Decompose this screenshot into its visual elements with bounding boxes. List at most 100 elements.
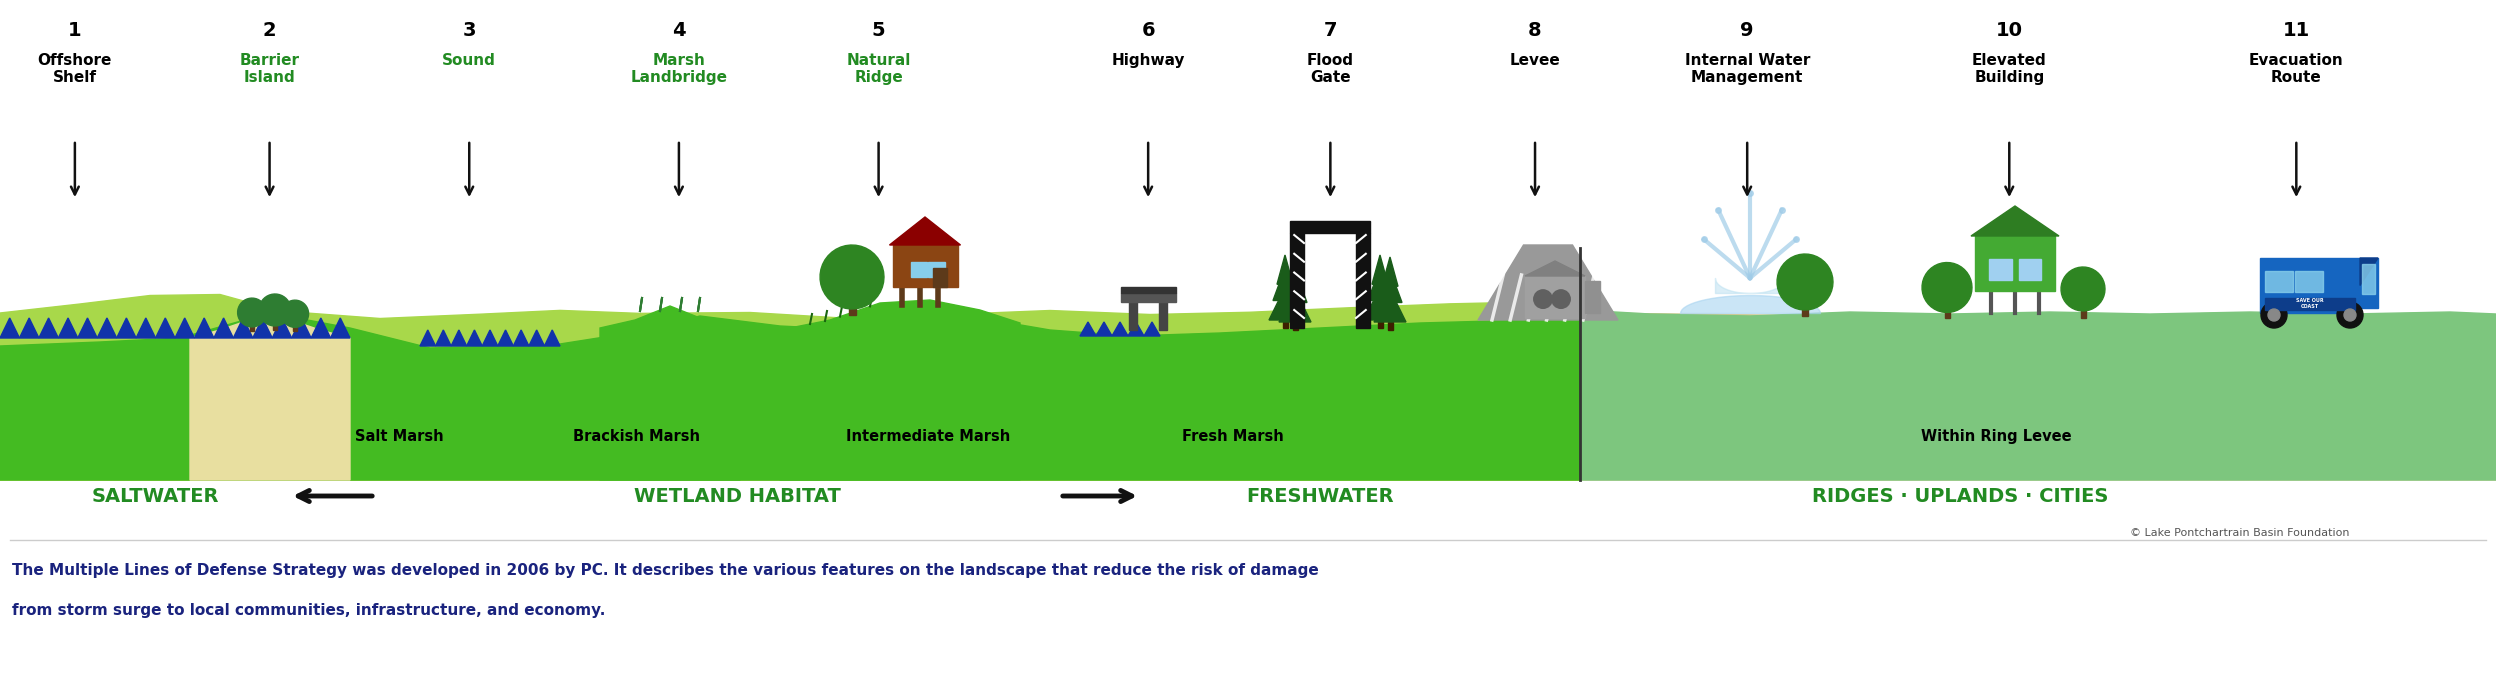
Polygon shape [889,217,961,245]
Polygon shape [2264,271,2294,292]
Polygon shape [2361,258,2379,286]
Text: Natural
Ridge: Natural Ridge [846,53,911,85]
Polygon shape [97,318,117,338]
Polygon shape [1268,288,1300,320]
Polygon shape [482,330,497,346]
Polygon shape [1143,322,1161,336]
Polygon shape [1378,270,1403,303]
Polygon shape [1368,268,1393,301]
Polygon shape [215,318,232,338]
Text: The Multiple Lines of Defense Strategy was developed in 2006 by PC. It describes: The Multiple Lines of Defense Strategy w… [12,563,1318,577]
Polygon shape [272,318,292,338]
Polygon shape [934,268,946,287]
Text: Internal Water
Management: Internal Water Management [1685,53,1810,85]
Text: Barrier
Island: Barrier Island [240,53,300,85]
Polygon shape [195,318,215,338]
Circle shape [1553,290,1570,308]
Polygon shape [1363,288,1395,320]
Polygon shape [1278,290,1310,322]
Polygon shape [1383,257,1398,286]
Polygon shape [1283,320,1288,328]
Polygon shape [1293,322,1298,330]
Polygon shape [514,330,529,346]
Text: 2: 2 [262,21,277,40]
Polygon shape [497,330,514,346]
Circle shape [2269,309,2279,321]
Polygon shape [1283,270,1308,303]
Text: 11: 11 [2284,21,2309,40]
Circle shape [1533,290,1553,308]
Polygon shape [1525,261,1585,276]
Polygon shape [2062,267,2104,311]
Polygon shape [1096,322,1113,336]
Text: 10: 10 [1997,21,2022,40]
Polygon shape [40,318,57,338]
Polygon shape [1580,310,2496,480]
Text: Highway: Highway [1111,53,1186,68]
Polygon shape [929,262,943,277]
Polygon shape [437,330,452,346]
Polygon shape [155,318,175,338]
Polygon shape [0,308,1580,480]
Text: 1: 1 [67,21,82,40]
Polygon shape [779,300,1021,480]
Polygon shape [0,310,1580,480]
Polygon shape [544,330,559,346]
Polygon shape [312,318,329,338]
Polygon shape [272,318,277,330]
Text: 5: 5 [871,21,886,40]
Polygon shape [1128,302,1138,330]
Polygon shape [1273,268,1298,301]
Text: Intermediate Marsh: Intermediate Marsh [846,429,1011,444]
Polygon shape [529,330,544,346]
Polygon shape [1290,221,1370,233]
Circle shape [2261,302,2286,328]
Polygon shape [137,318,155,338]
Polygon shape [1580,313,2496,480]
Polygon shape [1974,236,2054,291]
Text: Salt Marsh: Salt Marsh [354,429,444,444]
Text: from storm surge to local communities, infrastructure, and economy.: from storm surge to local communities, i… [12,603,607,618]
Polygon shape [1388,322,1393,330]
Polygon shape [0,294,1580,480]
Text: Within Ring Levee: Within Ring Levee [1922,429,2072,444]
Text: Flood
Gate: Flood Gate [1308,53,1353,85]
Polygon shape [2294,271,2324,292]
Text: Marsh
Landbridge: Marsh Landbridge [631,53,726,85]
Polygon shape [0,318,20,338]
Polygon shape [329,318,349,338]
Text: FRESHWATER: FRESHWATER [1246,486,1393,506]
Polygon shape [1802,296,1807,316]
Polygon shape [282,300,310,327]
Text: Elevated
Building: Elevated Building [1972,53,2047,85]
Polygon shape [1113,322,1128,336]
Polygon shape [1972,206,2059,236]
Polygon shape [599,306,739,480]
Text: 6: 6 [1141,21,1156,40]
Polygon shape [77,318,97,338]
Polygon shape [1290,233,1303,328]
Text: Fresh Marsh: Fresh Marsh [1183,429,1283,444]
Polygon shape [1378,320,1383,328]
Text: 8: 8 [1528,21,1543,40]
Polygon shape [0,328,1580,480]
Polygon shape [57,318,77,338]
Polygon shape [849,293,856,315]
Text: Evacuation
Route: Evacuation Route [2249,53,2344,85]
Polygon shape [1944,300,1949,318]
Polygon shape [1989,259,2012,280]
Text: 4: 4 [671,21,686,40]
Polygon shape [894,245,958,287]
Polygon shape [252,318,272,338]
Polygon shape [1373,290,1405,322]
Polygon shape [292,321,297,331]
Polygon shape [452,330,467,346]
Polygon shape [821,245,884,309]
Polygon shape [467,330,482,346]
Text: RIDGES · UPLANDS · CITIES: RIDGES · UPLANDS · CITIES [1812,486,2109,506]
Polygon shape [2361,258,2379,308]
Polygon shape [1478,245,1617,320]
Circle shape [2336,302,2364,328]
Polygon shape [419,330,437,346]
Text: SALTWATER: SALTWATER [92,486,220,506]
